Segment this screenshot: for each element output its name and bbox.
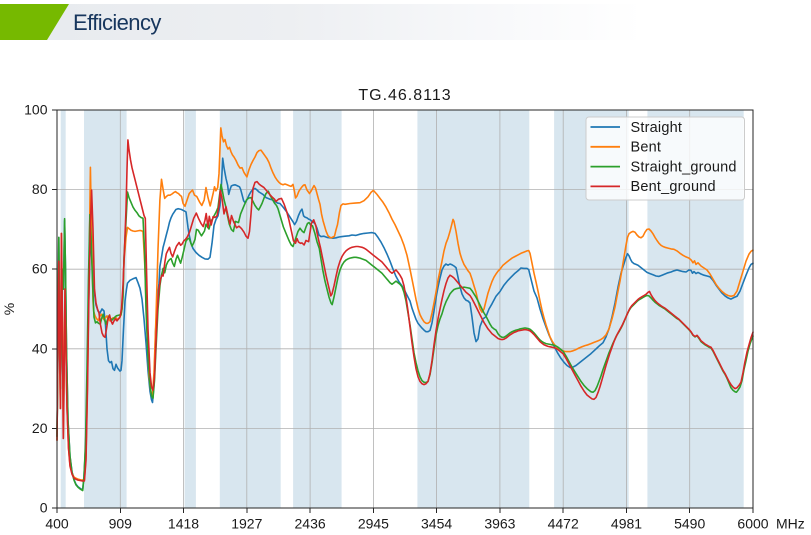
svg-text:6000: 6000 — [737, 516, 768, 532]
svg-text:80: 80 — [32, 181, 48, 197]
svg-text:1927: 1927 — [231, 516, 262, 532]
svg-text:4472: 4472 — [548, 516, 579, 532]
svg-text:%: % — [1, 303, 17, 315]
svg-text:Straight_ground: Straight_ground — [631, 159, 737, 175]
svg-text:Straight: Straight — [631, 120, 683, 136]
svg-text:3454: 3454 — [421, 516, 452, 532]
svg-text:Bent_ground: Bent_ground — [631, 179, 716, 195]
svg-text:3963: 3963 — [484, 516, 515, 532]
svg-text:2436: 2436 — [295, 516, 326, 532]
svg-text:40: 40 — [32, 340, 48, 356]
svg-text:400: 400 — [45, 516, 69, 532]
svg-text:0: 0 — [40, 500, 48, 516]
svg-text:1418: 1418 — [168, 516, 199, 532]
svg-text:20: 20 — [32, 420, 48, 436]
svg-text:60: 60 — [32, 261, 48, 277]
svg-text:2945: 2945 — [358, 516, 389, 532]
svg-text:Bent: Bent — [631, 140, 662, 156]
svg-text:100: 100 — [24, 102, 48, 118]
svg-text:909: 909 — [109, 516, 133, 532]
svg-text:4981: 4981 — [611, 516, 642, 532]
svg-text:5490: 5490 — [674, 516, 705, 532]
svg-text:MHz: MHz — [776, 516, 805, 532]
svg-text:TG.46.8113: TG.46.8113 — [358, 87, 451, 104]
